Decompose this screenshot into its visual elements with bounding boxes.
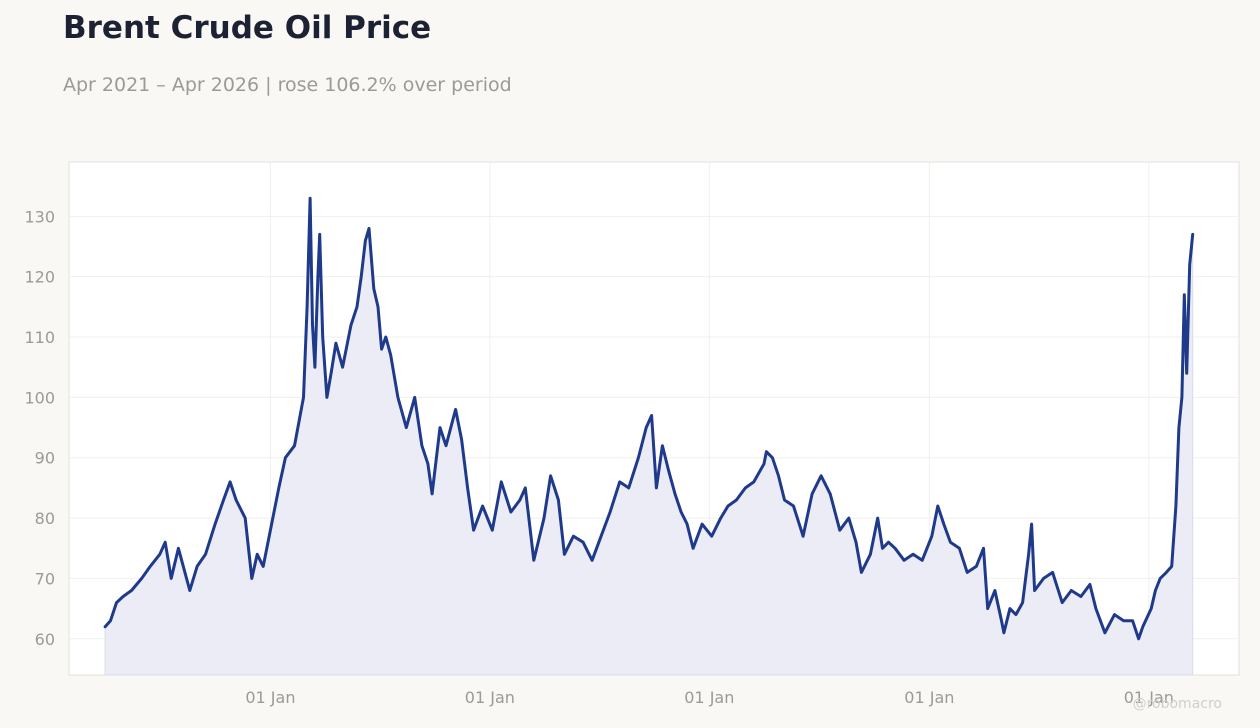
price-line — [103, 196, 1195, 641]
x-tick-label: 01 Jan — [1124, 688, 1174, 707]
y-tick-label: 100 — [24, 388, 55, 407]
x-tick-label: 01 Jan — [684, 688, 734, 707]
x-tick-label: 01 Jan — [904, 688, 954, 707]
x-tick-label: 01 Jan — [245, 688, 295, 707]
y-tick-label: 120 — [24, 268, 55, 287]
chart-subtitle: Apr 2021 – Apr 2026 | rose 106.2% over p… — [63, 74, 512, 96]
y-tick-label: 110 — [24, 328, 55, 347]
y-tick-label: 90 — [35, 449, 55, 468]
y-tick-label: 80 — [35, 509, 55, 528]
watermark: @robomacro — [1132, 696, 1222, 712]
y-axis: 60 70 80 90 100 110 120 130 — [24, 207, 55, 648]
y-tick-label: 60 — [35, 630, 55, 649]
chart-title: Brent Crude Oil Price — [63, 10, 432, 46]
x-tick-label: 01 Jan — [465, 688, 515, 707]
y-tick-label: 70 — [35, 569, 55, 588]
x-axis: 01 Jan 01 Jan 01 Jan 01 Jan 01 Jan — [245, 688, 1174, 707]
y-tick-label: 130 — [24, 207, 55, 226]
